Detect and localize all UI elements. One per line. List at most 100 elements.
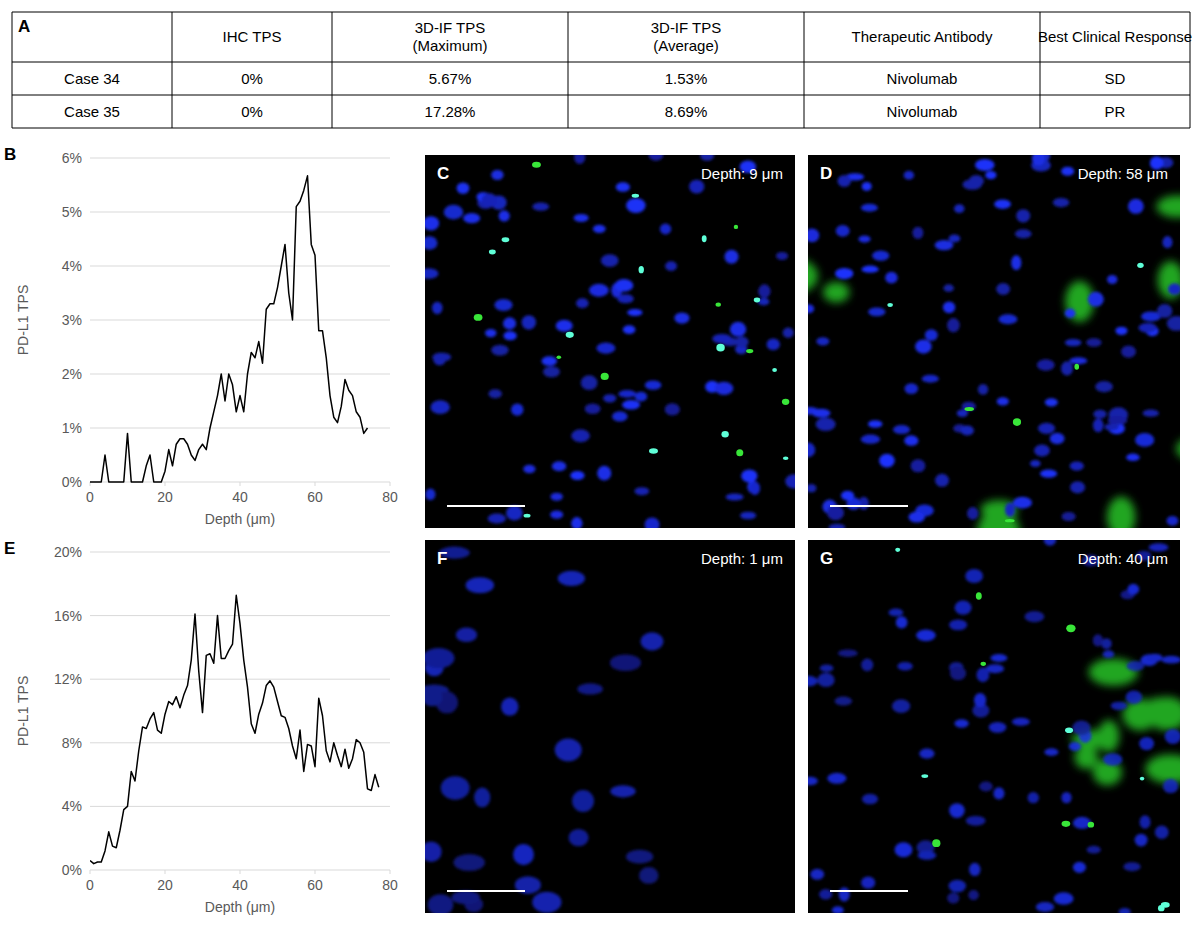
nucleus [645, 517, 660, 528]
x-tick-label: 60 [307, 489, 323, 505]
table-rule [12, 128, 1190, 129]
nucleus [1104, 423, 1118, 430]
nucleus [552, 461, 566, 471]
nucleus [750, 482, 760, 495]
nucleus [1138, 323, 1157, 333]
nucleus [935, 474, 949, 487]
green-cell [1146, 697, 1180, 731]
nucleus [456, 628, 477, 642]
nucleus [1061, 361, 1073, 375]
image-background [425, 155, 795, 528]
nucleus [949, 619, 967, 630]
data-line [90, 595, 379, 863]
nucleus [1161, 656, 1180, 664]
nucleus [474, 788, 490, 808]
bright-dot [1062, 821, 1071, 827]
green-cell [1158, 261, 1180, 298]
image-content [808, 155, 1180, 528]
y-tick-label: 3% [62, 312, 82, 328]
nucleus [1103, 753, 1122, 766]
nucleus [1070, 481, 1085, 493]
nucleus [1054, 892, 1074, 904]
table-cell: 0% [241, 70, 263, 87]
table-cell: 0% [241, 103, 263, 120]
nucleus [1162, 236, 1172, 248]
nucleus [858, 235, 870, 242]
table-rule [172, 12, 173, 128]
green-cell [823, 282, 850, 303]
nucleus [503, 331, 516, 340]
nucleus [1040, 470, 1057, 478]
nucleus [660, 224, 671, 235]
nucleus [838, 649, 858, 656]
table-cell: 8.69% [665, 103, 708, 120]
x-tick [240, 870, 241, 874]
table-cell: 17.28% [425, 103, 476, 120]
nucleus [1087, 846, 1101, 854]
table-header: 3D-IF TPS(Average) [651, 19, 722, 54]
x-axis-title: Depth (μm) [205, 511, 275, 527]
nucleus [623, 325, 636, 334]
table-header: 3D-IF TPS(Maximum) [413, 19, 488, 54]
green-cell [1107, 496, 1135, 528]
grid-line [90, 806, 390, 807]
nucleus [997, 397, 1009, 405]
table-row-label: Case 35 [64, 103, 120, 120]
nucleus [918, 851, 937, 860]
nucleus [488, 513, 506, 523]
nucleus [550, 511, 563, 519]
table-header-line: (Maximum) [413, 37, 488, 54]
nucleus [1123, 862, 1140, 871]
nucleus [835, 268, 853, 279]
grid-line [90, 212, 390, 213]
nucleus [954, 204, 965, 213]
y-tick-label: 5% [62, 204, 82, 220]
nucleus [1115, 327, 1127, 335]
nucleus [616, 182, 630, 192]
bright-dot [1074, 364, 1079, 370]
x-tick-label: 20 [157, 877, 173, 893]
bright-dot [721, 431, 728, 437]
y-axis-title: PD-L1 TPS [15, 676, 31, 747]
figure: AIHC TPS3D-IF TPS(Maximum)3D-IF TPS(Aver… [0, 0, 1200, 926]
nucleus [989, 722, 1007, 733]
nucleus [996, 283, 1010, 295]
nucleus [454, 854, 485, 871]
nucleus [1073, 862, 1086, 873]
nucleus [961, 426, 974, 436]
nucleus [758, 284, 770, 298]
nucleus [523, 465, 535, 473]
table-row-label: Case 34 [64, 70, 120, 87]
nucleus [550, 493, 563, 501]
nucleus [839, 887, 850, 902]
table: AIHC TPS3D-IF TPS(Maximum)3D-IF TPS(Aver… [12, 12, 1192, 128]
table-rule [12, 62, 1190, 63]
table-header: Best Clinical Response [1038, 28, 1192, 45]
y-tick-label: 16% [54, 608, 82, 624]
nucleus [593, 225, 606, 233]
bright-dot [1088, 822, 1095, 828]
nucleus [457, 182, 470, 193]
bright-dot [557, 356, 562, 359]
nucleus [785, 474, 795, 488]
nucleus [1093, 634, 1103, 646]
nucleus [574, 214, 589, 222]
x-tick-label: 40 [232, 489, 248, 505]
nucleus [1030, 460, 1041, 467]
nucleus [441, 776, 470, 800]
nucleus [491, 170, 504, 180]
nucleus [494, 299, 512, 311]
nucleus [618, 390, 636, 398]
nucleus [978, 384, 988, 395]
table-header-line: IHC TPS [223, 28, 282, 45]
nucleus [904, 435, 918, 445]
nucleus [1024, 611, 1044, 622]
depth-label: Depth: 58 μm [1078, 165, 1168, 182]
nucleus [885, 272, 898, 284]
nucleus [834, 697, 852, 706]
nucleus [832, 906, 844, 913]
x-tick-label: 40 [232, 877, 248, 893]
table-rule [332, 12, 333, 128]
nucleus [1028, 792, 1039, 803]
nucleus [993, 787, 1004, 799]
